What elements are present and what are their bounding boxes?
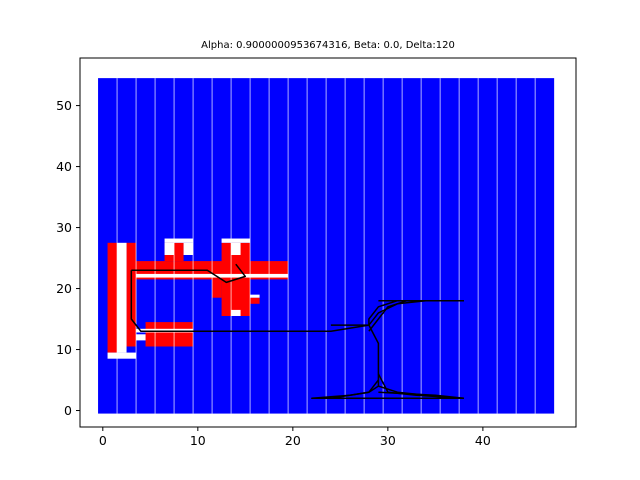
- y-tick-label: 0: [64, 403, 72, 418]
- x-tick-label: 10: [190, 433, 206, 448]
- path-line: [378, 385, 445, 398]
- y-tick-label: 50: [56, 98, 72, 113]
- path-line: [131, 263, 247, 284]
- path-line: [368, 299, 408, 332]
- heatmap-white-region: [164, 238, 194, 243]
- y-tick-label: 30: [56, 220, 72, 235]
- x-tick-label: 40: [475, 433, 491, 448]
- heatmap-white-region: [107, 352, 137, 359]
- path-line: [378, 391, 464, 400]
- x-tick-label: 30: [380, 433, 396, 448]
- heatmap-red-region: [145, 322, 194, 347]
- y-axis: 0 10 20 30 40 50: [56, 98, 80, 418]
- path-line: [368, 299, 426, 326]
- heatmap-cells: [98, 78, 555, 414]
- path-line: [311, 379, 379, 400]
- y-tick-label: 40: [56, 159, 72, 174]
- heatmap-white-region: [136, 334, 146, 341]
- heatmap-white-region: [250, 294, 260, 298]
- heatmap-red-region: [250, 297, 260, 304]
- x-tick-label: 20: [285, 433, 301, 448]
- heatmap-white-region: [183, 242, 194, 256]
- y-tick-label: 10: [56, 342, 72, 357]
- x-axis: 0 10 20 30 40: [99, 427, 491, 448]
- heatmap-white-region: [117, 242, 127, 353]
- path-lines: [130, 263, 464, 400]
- heatmap-white-region: [164, 242, 175, 256]
- chart-title: Alpha: 0.9000000953674316, Beta: 0.0, De…: [201, 40, 455, 51]
- x-tick-label: 0: [99, 433, 107, 448]
- heatmap-white-region: [221, 238, 251, 243]
- path-line: [130, 270, 464, 400]
- y-tick-label: 20: [56, 281, 72, 296]
- heatmap-white-region: [231, 242, 241, 256]
- heatmap-red-region: [107, 242, 118, 353]
- heatmap-red-region: [212, 279, 222, 298]
- heatmap-white-region: [231, 309, 241, 316]
- plot-frame: [79, 57, 577, 428]
